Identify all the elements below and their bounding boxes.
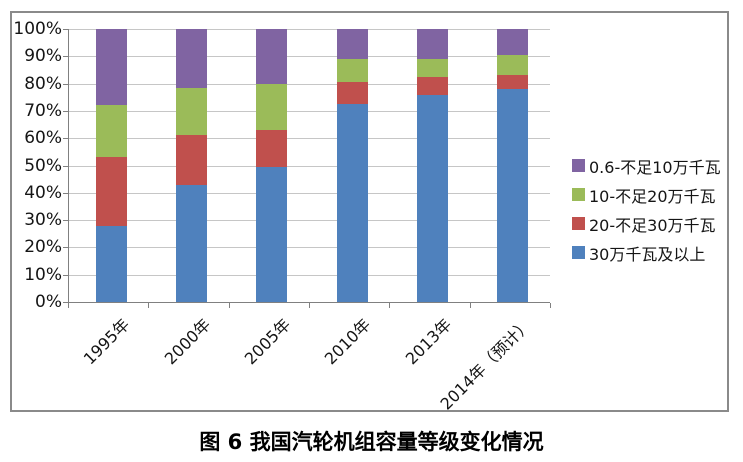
y-axis-tick (63, 165, 68, 167)
bar-segment (95, 105, 127, 158)
grid-line (68, 56, 550, 58)
grid-line (68, 110, 550, 112)
y-axis-label: 90% (24, 46, 62, 67)
legend-item: 30万千瓦及以上 (572, 238, 721, 267)
bar-segment (95, 157, 127, 226)
legend-swatch (572, 188, 585, 201)
y-axis-tick (63, 220, 68, 222)
bar-segment (497, 89, 529, 302)
x-axis-line (68, 302, 550, 303)
bar-segment (336, 82, 368, 105)
grid-line (68, 29, 550, 30)
x-axis-tick (550, 303, 551, 308)
y-axis-label: 50% (24, 155, 62, 176)
bar-segment (176, 29, 207, 88)
grid-line (68, 247, 550, 249)
bar-segment (417, 29, 448, 60)
legend-item: 0.6-不足10万千瓦 (572, 151, 721, 180)
y-axis-tick (63, 138, 68, 140)
y-axis-tick (63, 29, 68, 30)
y-axis-tick (63, 83, 68, 85)
legend-label: 0.6-不足10万千瓦 (589, 157, 721, 177)
y-axis-tick (63, 110, 68, 112)
bar-segment (336, 59, 368, 83)
bar-segment (256, 130, 288, 167)
bar-segment (95, 225, 127, 302)
y-axis-label: 10% (24, 264, 62, 285)
chart-border (10, 11, 729, 412)
bar-segment (176, 135, 207, 185)
legend-item: 20-不足30万千瓦 (572, 209, 721, 238)
y-axis-tick (63, 302, 68, 303)
legend-label: 30万千瓦及以上 (589, 244, 706, 264)
legend-swatch (572, 159, 585, 172)
y-axis-label: 40% (24, 182, 62, 203)
grid-line (68, 138, 550, 140)
grid-line (68, 220, 550, 222)
legend-label: 20-不足30万千瓦 (589, 215, 716, 235)
grid-line (68, 165, 550, 167)
legend: 0.6-不足10万千瓦 10-不足20万千瓦 20-不足30万千瓦 30万千瓦及… (572, 151, 721, 267)
bar-segment (497, 75, 529, 90)
y-axis-tick (63, 192, 68, 194)
x-axis-tick (469, 303, 471, 308)
bar-segment (176, 184, 207, 302)
figure-caption: 图 6 我国汽轮机组容量等级变化情况 (199, 430, 544, 454)
bar-segment (417, 59, 448, 77)
bar-segment (95, 29, 127, 106)
legend-swatch (572, 217, 585, 230)
x-axis-tick (68, 303, 69, 308)
y-axis-label: 30% (24, 210, 62, 231)
bar-segment (176, 87, 207, 136)
legend-item: 10-不足20万千瓦 (572, 180, 721, 209)
bar-segment (256, 29, 288, 84)
y-axis-label: 0% (35, 292, 62, 312)
bar-segment (336, 29, 368, 60)
legend-swatch (572, 246, 585, 259)
x-axis-tick (148, 303, 150, 308)
bar-segment (497, 54, 529, 76)
y-axis-label: 100% (13, 19, 62, 39)
y-axis-label: 60% (24, 128, 62, 149)
x-axis-label: 2014年（预计） (349, 312, 535, 414)
y-axis-tick (63, 56, 68, 58)
bar-segment (256, 166, 288, 302)
x-axis-tick (389, 303, 391, 308)
y-axis-label: 20% (24, 237, 62, 258)
x-axis-tick (228, 303, 230, 308)
y-axis-tick (63, 274, 68, 276)
legend-label: 10-不足20万千瓦 (589, 186, 716, 206)
grid-line (68, 192, 550, 194)
grid-line (68, 83, 550, 85)
x-axis-tick (309, 303, 310, 308)
bar-segment (497, 29, 529, 55)
y-axis-line (68, 29, 69, 302)
y-axis-label: 70% (24, 100, 62, 121)
grid-line (68, 274, 550, 276)
bar-segment (256, 83, 288, 130)
bar-segment (417, 76, 448, 95)
bar-segment (417, 94, 448, 302)
y-axis-tick (63, 247, 68, 249)
y-axis-label: 80% (24, 73, 62, 94)
bar-segment (336, 104, 368, 302)
